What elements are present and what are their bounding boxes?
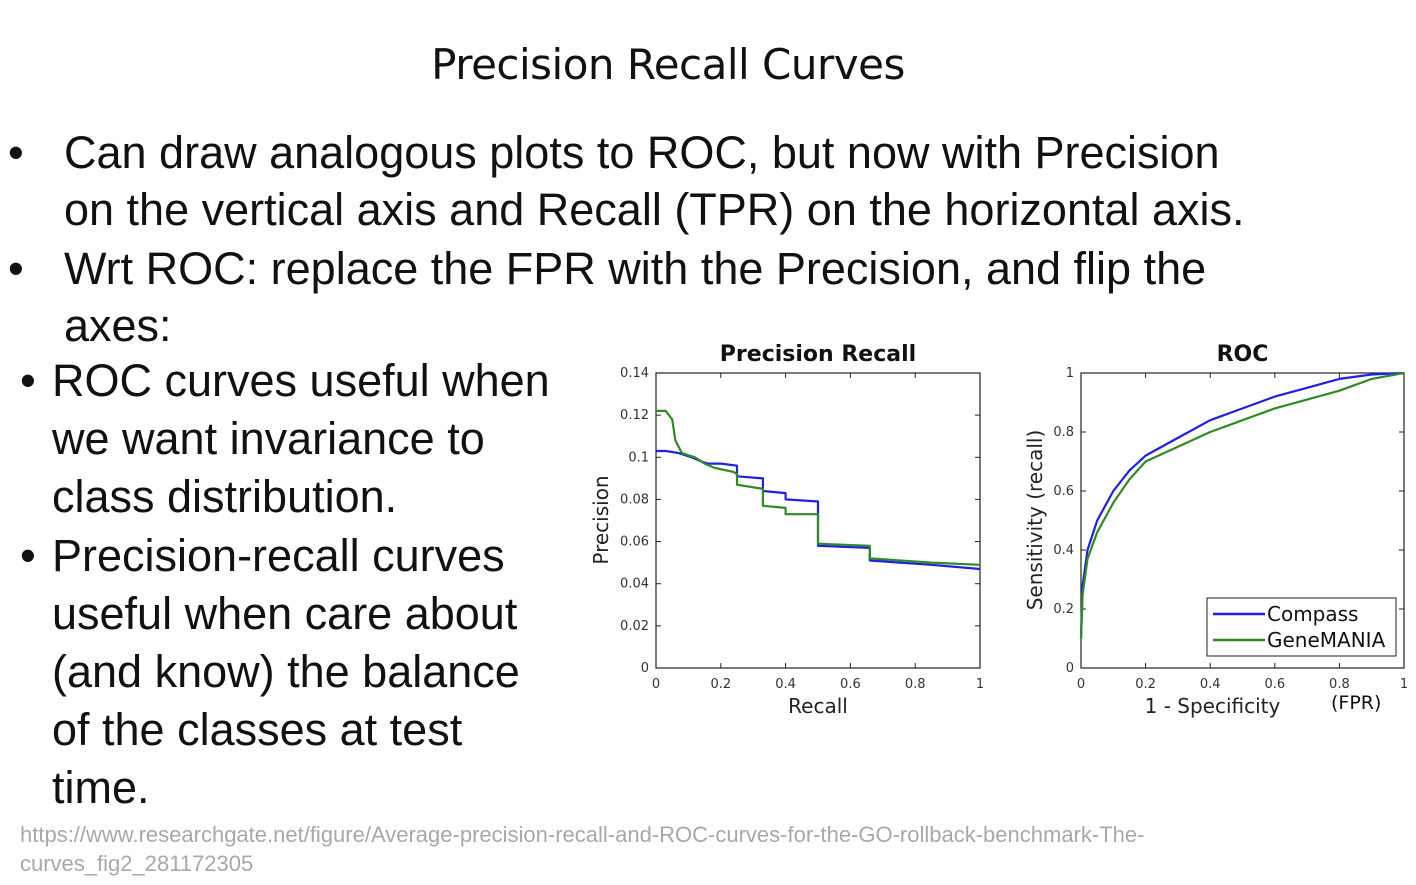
slide-title: Precision Recall Curves [431,40,905,89]
bullet-line: we want invariance to [52,413,485,464]
pr-x-tick-label: 0.6 [840,677,861,692]
roc-legend-label: GeneMANIA [1267,628,1386,652]
pr-series-line-compass [656,449,981,571]
pr-y-tick-label: 0.12 [620,408,649,423]
roc-x-tick-label: 0 [1077,677,1085,692]
roc-x-axis-note: (FPR) [1331,692,1381,714]
bullet-line: on the vertical axis and Recall (TPR) on… [64,184,1245,235]
bullet-line: of the classes at test [52,704,463,755]
source-url-line[interactable]: https://www.researchgate.net/figure/Aver… [20,822,1145,847]
pr-series-line-genemania [656,409,981,566]
roc-legend-label: Compass [1267,602,1358,626]
bullet-marker: • [20,530,36,581]
source-url[interactable]: https://www.researchgate.net/figure/Aver… [20,820,1320,878]
bullet-marker: • [8,243,24,294]
roc-legend-box [1206,597,1397,657]
pr-plot-frame [655,372,981,669]
roc-x-axis-label: 1 - Specificity [1145,694,1281,718]
bullet-marker: • [20,355,36,406]
bullet-marker: • [8,127,24,178]
roc-series-line-genemania [1079,371,1405,639]
roc-series-line-compass [1079,371,1405,639]
roc-x-tick-label: 0.4 [1200,677,1221,692]
bullet-line: ROC curves useful when [52,355,550,406]
roc-x-tick-label: 0.6 [1264,677,1285,692]
bullet-item-roc-analogy: • Can draw analogous plots to ROC, but n… [8,124,1394,238]
roc-y-tick-label: 0.4 [1053,543,1074,558]
roc-y-tick-label: 1 [1066,366,1074,381]
roc-x-tick-label: 0.2 [1135,677,1156,692]
roc-y-tick-label: 0.6 [1053,484,1074,499]
pr-x-tick-label: 1 [976,677,984,692]
pr-y-tick-label: 0.1 [628,450,649,465]
pr-y-tick-label: 0.04 [620,577,649,592]
bullet-line: Precision-recall curves [52,530,505,581]
bullet-line: (and know) the balance [52,646,520,697]
roc-y-tick-label: 0.8 [1053,425,1074,440]
roc-x-tick-label: 1 [1400,677,1408,692]
pr-x-tick-label: 0.4 [775,677,796,692]
pr-y-tick-label: 0.14 [620,366,649,381]
roc-plot-frame [1080,372,1405,669]
pr-x-tick-label: 0.8 [905,677,926,692]
bullet-line: Wrt ROC: replace the FPR with the Precis… [64,243,1207,294]
bullet-line: class distribution. [52,471,398,522]
pr-x-tick-label: 0.2 [710,677,731,692]
bullet-line: Can draw analogous plots to ROC, but now… [64,127,1220,178]
roc-y-tick-label: 0.2 [1053,602,1074,617]
pr-x-tick-label: 0 [652,677,660,692]
pr-y-tick-label: 0.06 [620,535,649,550]
roc-y-axis-label: Sensitivity (recall) [1023,430,1047,611]
pr-y-tick-label: 0.02 [620,619,649,634]
sub-bullet-roc-useful: • ROC curves useful when we want invaria… [20,352,612,526]
bullet-line: axes: [64,300,172,351]
pr-y-tick-label: 0.08 [620,492,649,507]
roc-x-tick-label: 0.8 [1329,677,1350,692]
sub-bullet-pr-useful: • Precision-recall curves useful when ca… [20,527,612,817]
roc-y-tick-label: 0 [1066,661,1074,676]
bullet-item-replace-fpr: • Wrt ROC: replace the FPR with the Prec… [8,240,1394,354]
pr-y-tick-label: 0 [641,661,649,676]
bullet-line: useful when care about [52,588,518,639]
bullet-line: time. [52,762,150,813]
source-url-line[interactable]: curves_fig2_281172305 [20,851,254,876]
pr-x-axis-label: Recall [788,694,848,718]
